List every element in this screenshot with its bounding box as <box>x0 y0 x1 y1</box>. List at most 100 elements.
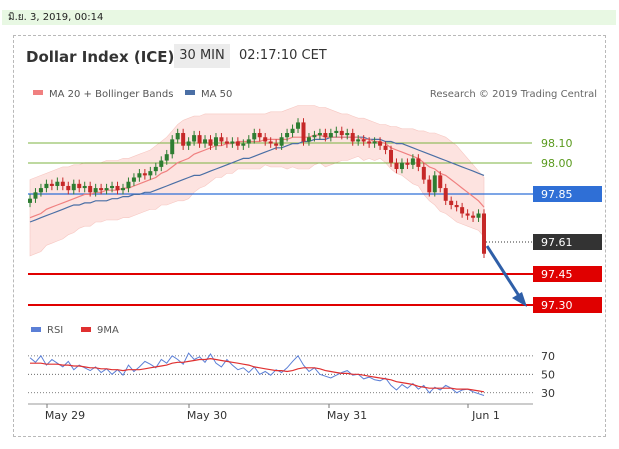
candle-body <box>410 158 415 165</box>
candle-body <box>345 133 350 136</box>
candle-body <box>230 141 235 144</box>
candle-body <box>170 139 175 155</box>
candle-body <box>28 198 32 203</box>
level-label-97.85: 97.85 <box>541 188 573 201</box>
candle-body <box>290 128 295 134</box>
candle-body <box>306 137 311 142</box>
level-badge-97.30 <box>533 297 602 313</box>
current-price-label: 97.61 <box>541 236 573 249</box>
candle-body <box>137 173 142 178</box>
rsi-legend-label: RSI <box>47 325 63 336</box>
ma50-legend-label: MA 50 <box>201 89 232 100</box>
candle-body <box>219 137 224 142</box>
candle-body <box>60 181 65 186</box>
candle-body <box>120 188 125 191</box>
instrument-title: Dollar Index (ICE) <box>26 48 175 66</box>
candle-body <box>71 183 76 191</box>
level-label-97.30: 97.30 <box>541 299 573 312</box>
credit-label: Research © 2019 Trading Central <box>430 89 597 100</box>
level-label-98.10: 98.10 <box>541 137 573 150</box>
candle-body <box>328 133 333 138</box>
candle-body <box>438 175 443 189</box>
level-label-97.45: 97.45 <box>541 268 573 281</box>
candle-body <box>55 181 60 186</box>
rsi-level-label-50: 50 <box>541 368 555 381</box>
candle-body <box>378 141 383 146</box>
candle-body <box>148 171 153 176</box>
candle-body <box>317 133 322 136</box>
candle-body <box>454 205 459 208</box>
candle-body <box>164 154 169 161</box>
rsi-ma-legend-label: 9MA <box>97 325 119 336</box>
candle-body <box>460 207 465 214</box>
candle-body <box>38 188 43 193</box>
candle-body <box>339 130 344 136</box>
forecast-arrowhead <box>512 292 527 307</box>
candle-body <box>257 133 262 138</box>
candle-body <box>427 179 432 193</box>
bollinger-band <box>29 105 485 257</box>
candle-body <box>110 185 115 189</box>
candle-body <box>296 122 301 129</box>
candle-body <box>405 162 410 165</box>
candle-body <box>268 141 273 144</box>
x-label-1: May 30 <box>187 409 227 422</box>
candle-body <box>203 139 208 144</box>
candle-body <box>356 139 361 142</box>
candle-body <box>175 133 180 140</box>
candle-body <box>77 183 82 189</box>
candle-body <box>33 192 38 199</box>
chart-card: Dollar Index (ICE) 30 MIN 02:17:10 CET <box>13 35 606 437</box>
candle-body <box>192 135 197 142</box>
x-label-0: May 29 <box>45 409 85 422</box>
candle-body <box>421 166 426 180</box>
candle-body <box>197 135 202 144</box>
rsi-legend-swatch <box>31 327 41 332</box>
rsi-line <box>29 352 485 396</box>
candle-body <box>361 139 366 142</box>
candles-group <box>28 118 486 258</box>
ma50-legend-swatch <box>185 90 195 95</box>
candle-body <box>208 139 213 146</box>
candle-body <box>482 213 486 254</box>
level-badge-97.45 <box>533 266 602 282</box>
candle-body <box>394 162 399 170</box>
candle-body <box>186 141 191 146</box>
rsi-ma-line <box>30 357 485 393</box>
candle-body <box>301 122 306 142</box>
candle-body <box>88 185 93 193</box>
candle-body <box>104 188 109 191</box>
candle-body <box>263 137 268 142</box>
candle-body <box>465 213 470 216</box>
rsi-level-label-70: 70 <box>541 350 555 363</box>
ma20-legend-swatch <box>33 90 43 95</box>
candle-body <box>274 143 279 146</box>
candle-body <box>312 135 317 138</box>
candle-body <box>471 215 476 218</box>
candle-body <box>476 213 481 218</box>
candle-body <box>213 137 218 146</box>
candle-body <box>159 160 164 167</box>
candle-body <box>181 133 186 146</box>
level-badge-97.85 <box>533 186 602 202</box>
candle-body <box>44 183 49 189</box>
candle-body <box>432 175 437 193</box>
candle-body <box>126 181 131 189</box>
candle-body <box>372 141 377 144</box>
rsi-ma-legend-swatch <box>81 327 91 332</box>
date-label: มิ.ย. 3, 2019, 00:14 <box>2 10 616 25</box>
candle-body <box>323 133 328 138</box>
ma20-legend-label: MA 20 + Bollinger Bands <box>49 89 173 100</box>
candle-body <box>49 183 54 186</box>
candle-body <box>235 141 240 146</box>
candle-body <box>142 173 147 176</box>
candle-body <box>285 133 290 138</box>
candle-body <box>279 137 284 146</box>
x-label-3: Jun 1 <box>471 409 500 422</box>
forecast-arrow <box>485 245 523 300</box>
candle-body <box>93 188 98 193</box>
candle-body <box>449 200 454 206</box>
level-label-98.00: 98.00 <box>541 157 573 170</box>
candle-body <box>416 158 421 167</box>
rsi-level-label-30: 30 <box>541 387 555 400</box>
